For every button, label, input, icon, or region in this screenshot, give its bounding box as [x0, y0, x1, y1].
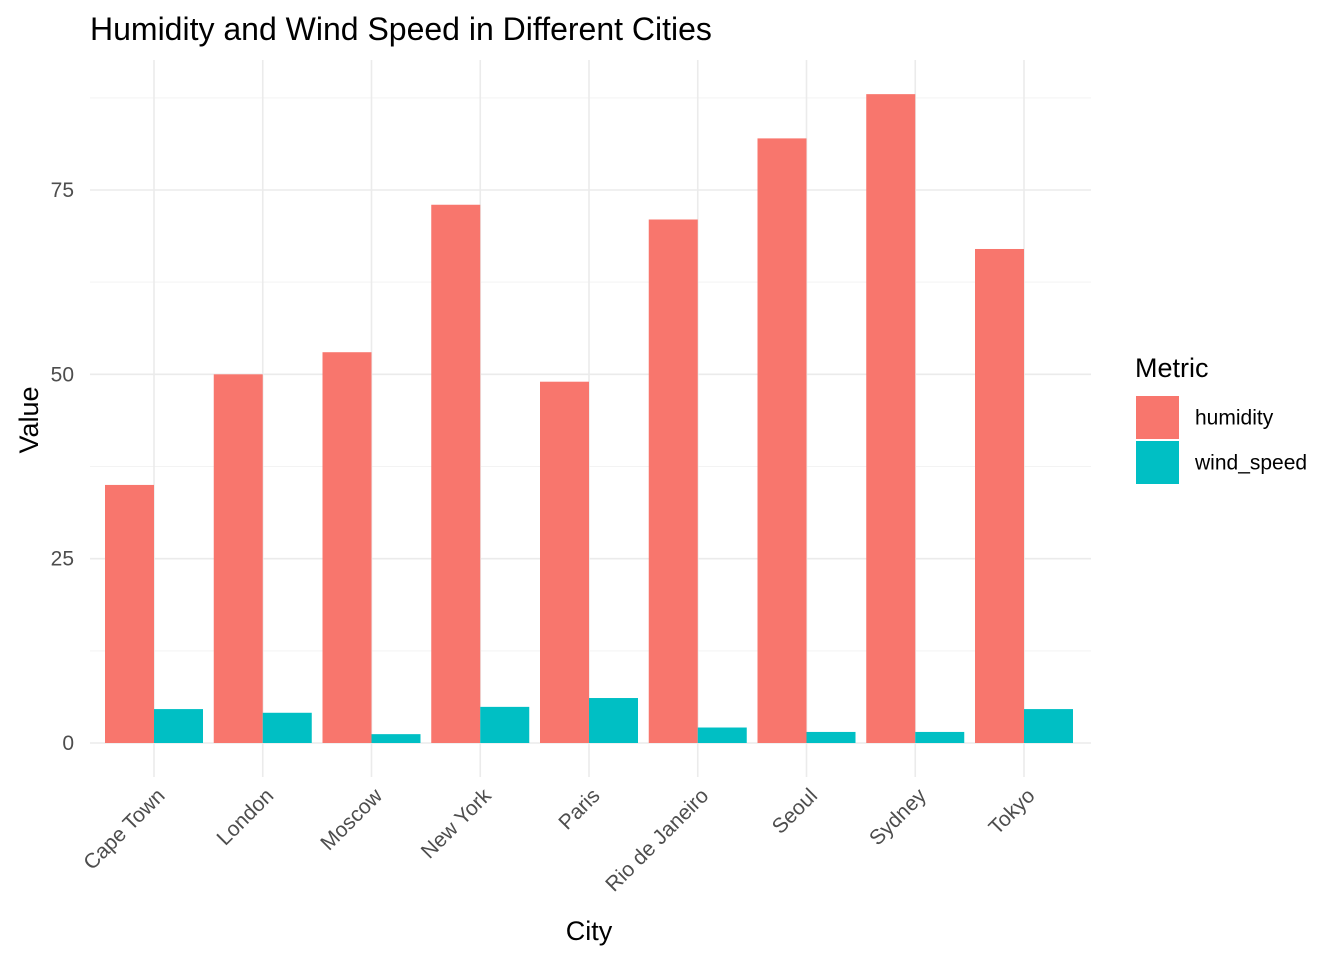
bar-wind_speed	[371, 734, 421, 743]
x-tick-label: London	[212, 784, 278, 850]
bar-humidity	[648, 219, 698, 743]
x-axis-title: City	[566, 916, 613, 946]
bar-wind_speed	[480, 706, 530, 743]
x-tick-label: Paris	[554, 784, 604, 834]
y-tick-label: 50	[51, 363, 74, 386]
legend: Metric humidity wind_speed	[1135, 353, 1307, 484]
legend-key-humidity	[1136, 396, 1179, 439]
bar-humidity	[866, 94, 916, 743]
y-tick-label: 75	[51, 179, 74, 202]
bar-humidity	[540, 381, 589, 743]
bar-wind_speed	[806, 731, 856, 743]
bar-humidity	[213, 374, 263, 743]
bar-humidity	[431, 204, 481, 743]
bar-wind_speed	[262, 712, 312, 743]
y-axis-title: Value	[14, 386, 44, 453]
legend-label-humidity: humidity	[1195, 407, 1274, 430]
legend-items: humidity wind_speed	[1136, 396, 1307, 484]
bars-layer	[105, 94, 1073, 744]
bar-humidity	[757, 138, 807, 744]
y-axis-ticks: 0 25 50 75	[51, 179, 74, 755]
bar-wind_speed	[589, 698, 638, 743]
bar-wind_speed	[915, 731, 965, 743]
bar-wind_speed	[697, 727, 747, 743]
legend-key-wind_speed	[1136, 441, 1179, 484]
bar-humidity	[975, 248, 1024, 743]
bar-humidity	[322, 352, 372, 743]
legend-label-wind_speed: wind_speed	[1194, 452, 1307, 475]
x-tick-label: Cape Town	[79, 784, 169, 874]
bar-wind_speed	[1024, 709, 1073, 743]
legend-title: Metric	[1135, 353, 1209, 383]
bar-wind_speed	[154, 709, 203, 743]
x-tick-label: New York	[417, 784, 496, 863]
x-tick-label: Moscow	[316, 784, 387, 855]
chart-title: Humidity and Wind Speed in Different Cit…	[90, 11, 712, 47]
bar-humidity	[105, 484, 154, 743]
y-tick-label: 25	[51, 548, 74, 571]
x-tick-label: Tokyo	[984, 784, 1039, 839]
x-tick-label: Sydney	[865, 784, 931, 850]
y-tick-label: 0	[62, 732, 74, 755]
x-tick-label: Seoul	[768, 784, 822, 838]
x-tick-label: Rio de Janeiro	[601, 784, 713, 896]
